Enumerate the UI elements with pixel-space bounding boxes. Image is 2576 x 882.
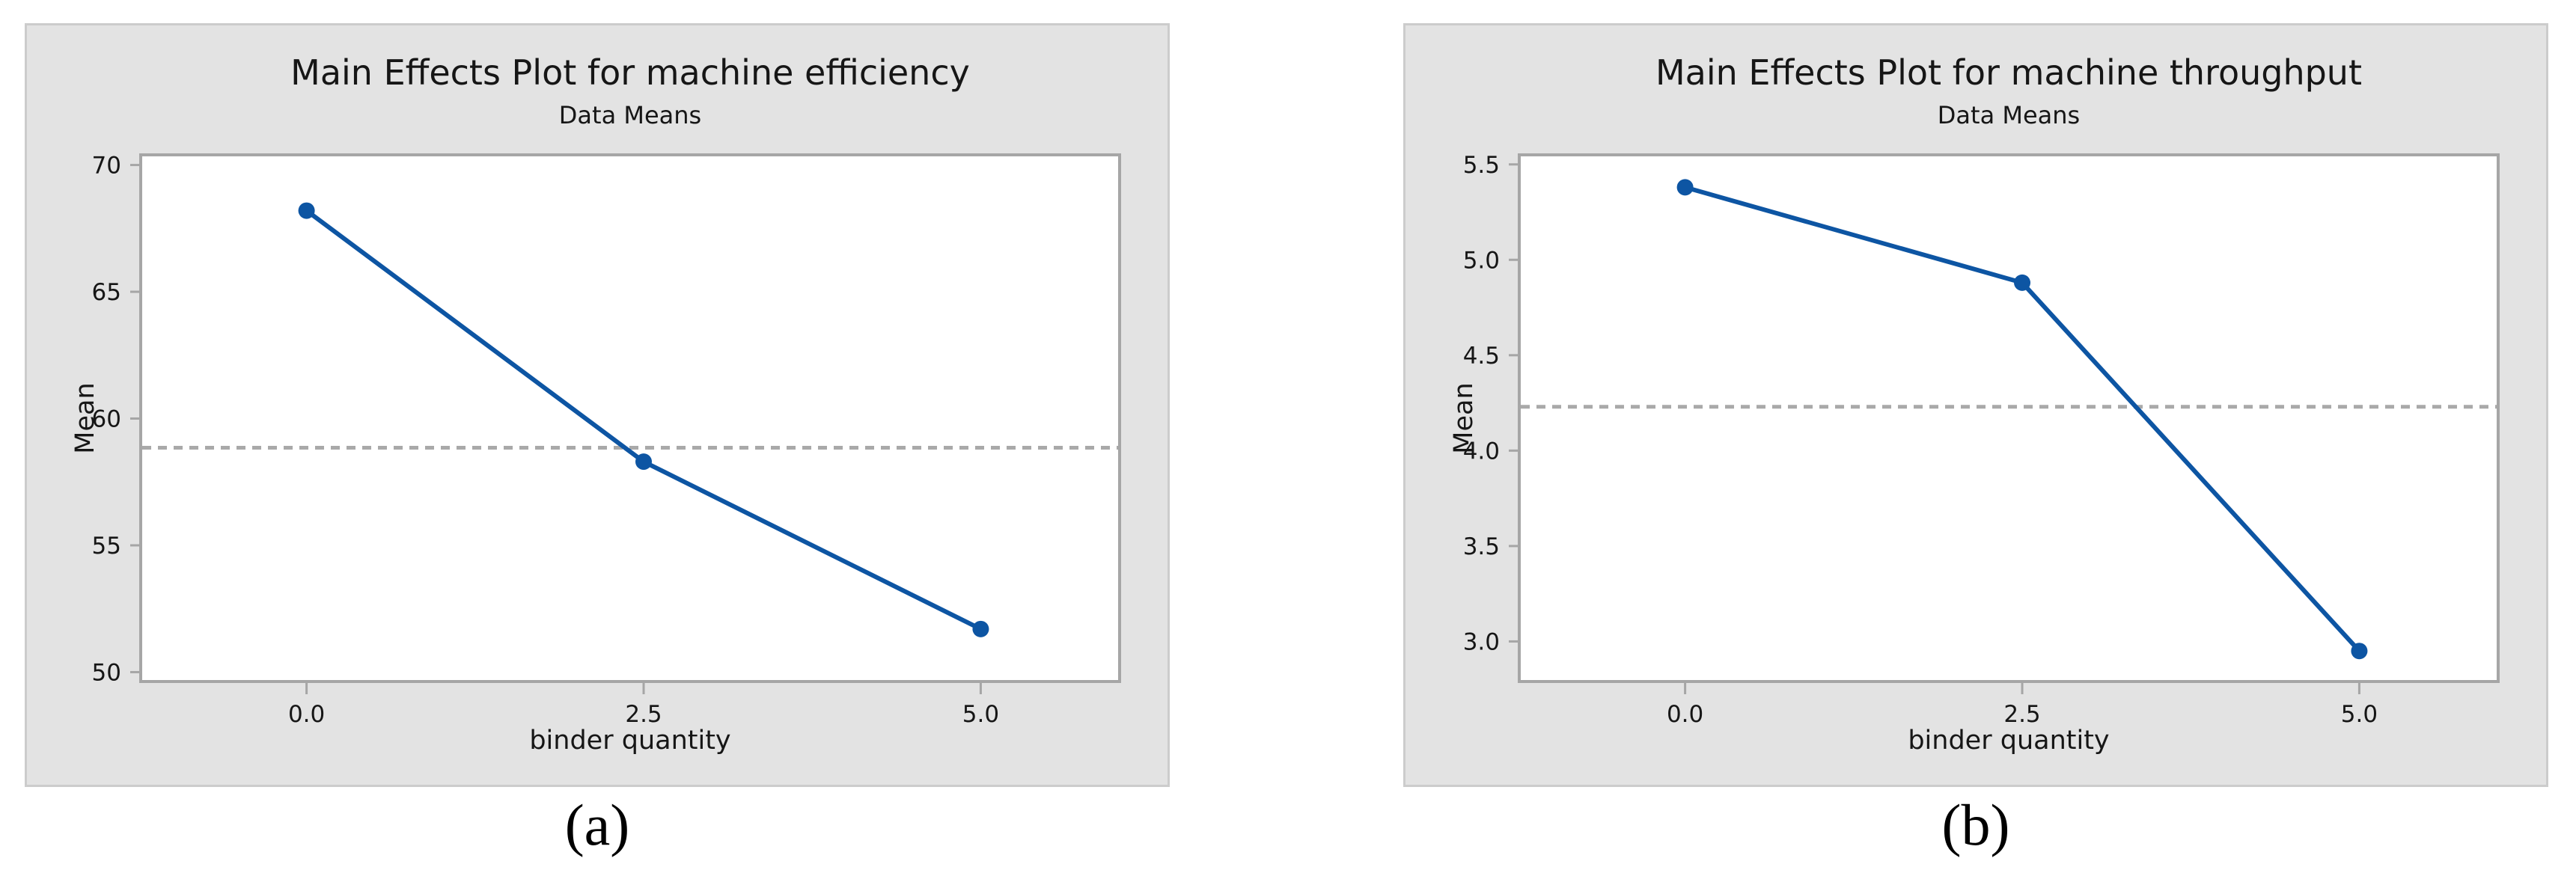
x-tick-label: 5.0 [962,701,999,728]
y-tick-label: 70 [92,153,121,180]
subfigure-label-a: (a) [564,792,630,857]
chart-title-throughput: Main Effects Plot for machine throughput [1655,52,2363,93]
y-tick-label: 4.0 [1463,438,1500,465]
data-point [298,202,315,219]
y-tick-label: 3.0 [1463,628,1500,655]
y-tick-label: 3.5 [1463,533,1500,560]
chart-subtitle: Data Means [1937,101,2081,129]
x-tick-label: 2.5 [2003,701,2040,728]
chart-title-efficiency: Main Effects Plot for machine efficiency [290,52,970,93]
data-point [972,620,989,637]
x-axis-label: binder quantity [1908,726,2110,756]
y-axis-label: Mean [70,382,100,454]
efficiency-plot-svg: 50 55 60 65 70 0.0 2.5 5.0 [92,153,1121,728]
x-tick-label: 5.0 [2341,701,2378,728]
efficiency-chart-panel: 50 55 60 65 70 0.0 2.5 5.0 Main Effects Plot fo… [25,23,1170,787]
throughput-plot-svg: 3.0 3.5 4.0 4.5 5.0 5.5 0.0 2.5 5.0 [1463,152,2500,728]
data-point [2351,643,2368,660]
data-point [2014,274,2031,291]
x-axis-label: binder quantity [529,726,731,756]
plot-area [139,153,1121,683]
data-point [635,453,653,471]
throughput-chart-panel: 3.0 3.5 4.0 4.5 5.0 5.5 0.0 2.5 5.0 Main Effects… [1403,23,2548,787]
subfigure-label-b: (b) [1941,792,2010,857]
y-axis-label: Mean [1449,382,1479,454]
x-tick-label: 2.5 [625,701,662,728]
plot-area [1518,153,2500,683]
chart-subtitle: Data Means [558,101,702,129]
y-tick-label: 50 [92,659,121,686]
y-tick-label: 5.5 [1463,152,1500,179]
x-tick-label: 0.0 [1667,701,1703,728]
y-tick-label: 55 [92,533,121,560]
data-point [1676,179,1694,196]
y-tick-label: 65 [92,279,121,306]
y-tick-label: 60 [92,406,121,433]
x-tick-label: 0.0 [288,701,325,728]
y-tick-label: 5.0 [1463,247,1500,274]
y-tick-label: 4.5 [1463,343,1500,370]
